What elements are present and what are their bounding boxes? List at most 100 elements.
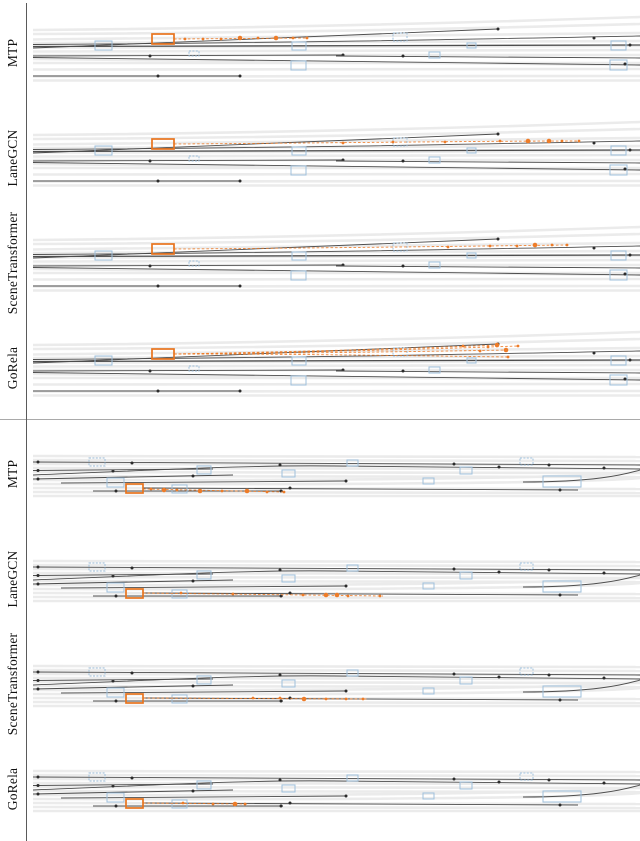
trajectory-endpoint-dot — [496, 27, 500, 31]
trajectory-endpoint-dot — [278, 463, 282, 467]
trajectory-endpoint-dot — [114, 594, 118, 598]
trajectory-endpoint-dot — [401, 264, 405, 268]
prediction-waypoint-dot — [550, 243, 554, 247]
agent-box — [459, 571, 473, 580]
agent-box — [466, 357, 477, 364]
model-row-mtp-2: MTP — [0, 421, 640, 526]
prediction-waypoint-dot — [391, 140, 395, 144]
agent-box — [610, 40, 627, 51]
agent-box — [281, 679, 296, 688]
target-agent-box — [151, 348, 175, 360]
agent-box — [290, 270, 307, 281]
prediction-path — [173, 244, 569, 250]
prediction-waypoint-dot — [231, 592, 235, 596]
agent-box — [422, 792, 435, 800]
trajectory-endpoint-dot — [156, 284, 160, 288]
trajectory-path — [33, 343, 499, 364]
model-label-text: GoRela — [5, 767, 20, 810]
agent-box — [542, 685, 582, 698]
prediction-waypoint-dot — [282, 490, 286, 494]
lane-line — [33, 575, 640, 580]
trajectory-endpoint-dot — [36, 582, 40, 586]
trajectory-path — [33, 776, 640, 781]
trajectory-path — [33, 149, 640, 153]
trajectory-path — [142, 487, 579, 491]
lane-line — [33, 172, 640, 176]
prediction-waypoint-dot — [443, 140, 447, 144]
trajectory-endpoint-dot — [592, 141, 596, 145]
model-label-text: SceneTransformer — [5, 632, 20, 735]
lane-line — [33, 254, 640, 259]
target-agent-box — [125, 798, 144, 809]
prediction-waypoint-dot — [577, 139, 581, 143]
lane-line — [33, 359, 640, 364]
trajectory-path — [33, 350, 640, 360]
trajectory-path — [33, 789, 234, 795]
agent-box — [610, 145, 627, 156]
trajectory-path — [522, 469, 640, 483]
lane-line — [33, 136, 640, 146]
trajectory-path — [522, 784, 640, 798]
trajectory-path — [33, 780, 640, 791]
prediction-waypoint-dot — [341, 141, 345, 145]
trajectory-endpoint-dot — [278, 673, 282, 677]
scene-canvas-scenetransformer-2 — [33, 664, 640, 708]
scene-content — [33, 664, 640, 708]
agent-box — [106, 687, 125, 698]
trajectory-path — [33, 369, 344, 372]
trajectory-endpoint-dot — [628, 43, 632, 47]
agent-box — [88, 457, 106, 467]
trajectory-path — [33, 684, 234, 690]
prediction-waypoint-dot — [515, 244, 519, 248]
trajectory-endpoint-dot — [238, 284, 242, 288]
prediction-waypoint-dot — [149, 487, 153, 491]
prediction-path — [173, 140, 581, 145]
lane-line — [33, 490, 640, 495]
lane-line — [33, 44, 640, 49]
trajectory-endpoint-dot — [623, 377, 627, 381]
trajectory-path — [33, 238, 499, 259]
agent-box — [422, 477, 435, 485]
agent-box — [188, 260, 200, 267]
trajectory-path — [33, 675, 640, 686]
trajectory-endpoint-dot — [558, 698, 562, 702]
trajectory-endpoint-dot — [344, 479, 348, 483]
agent-box — [291, 146, 307, 156]
trajectory-path — [522, 574, 640, 588]
prediction-path — [173, 353, 509, 358]
lane-line — [33, 48, 640, 53]
lane-line — [33, 382, 640, 386]
trajectory-endpoint-dot — [36, 687, 40, 691]
model-label-scenetransformer-2: SceneTransformer — [0, 631, 26, 736]
prediction-waypoint-dot-large — [323, 592, 329, 598]
agent-box — [609, 374, 628, 386]
agent-box — [466, 252, 477, 259]
agent-box — [428, 366, 441, 374]
group-divider — [0, 419, 640, 421]
prediction-waypoint-dot-large — [161, 487, 167, 493]
agent-box — [346, 564, 359, 572]
lane-line — [33, 785, 640, 790]
model-label-text: LaneGCN — [5, 129, 20, 186]
prediction-waypoint-dot — [498, 139, 502, 143]
lane-line — [33, 769, 640, 774]
trajectory-endpoint-dot — [156, 179, 160, 183]
trajectory-endpoint-dot — [191, 789, 195, 793]
trajectory-endpoint-dot — [156, 389, 160, 393]
prediction-waypoint-dot-large — [525, 138, 531, 144]
agent-box — [291, 251, 307, 261]
scene-canvas-lanegcn-1 — [33, 120, 640, 187]
agent-box — [88, 667, 106, 677]
model-row-gorela-1: GoRela — [0, 315, 640, 420]
agent-box — [422, 687, 435, 695]
trajectory-endpoint-dot — [278, 778, 282, 782]
target-agent-box — [151, 33, 175, 45]
trajectory-path — [33, 140, 640, 150]
lane-line — [33, 680, 640, 685]
trajectory-path — [142, 592, 579, 596]
lane-line — [33, 785, 640, 797]
trajectory-endpoint-dot — [496, 237, 500, 241]
target-agent-box — [125, 693, 144, 704]
trajectory-path — [33, 254, 640, 258]
trajectory-endpoint-dot — [452, 672, 456, 676]
